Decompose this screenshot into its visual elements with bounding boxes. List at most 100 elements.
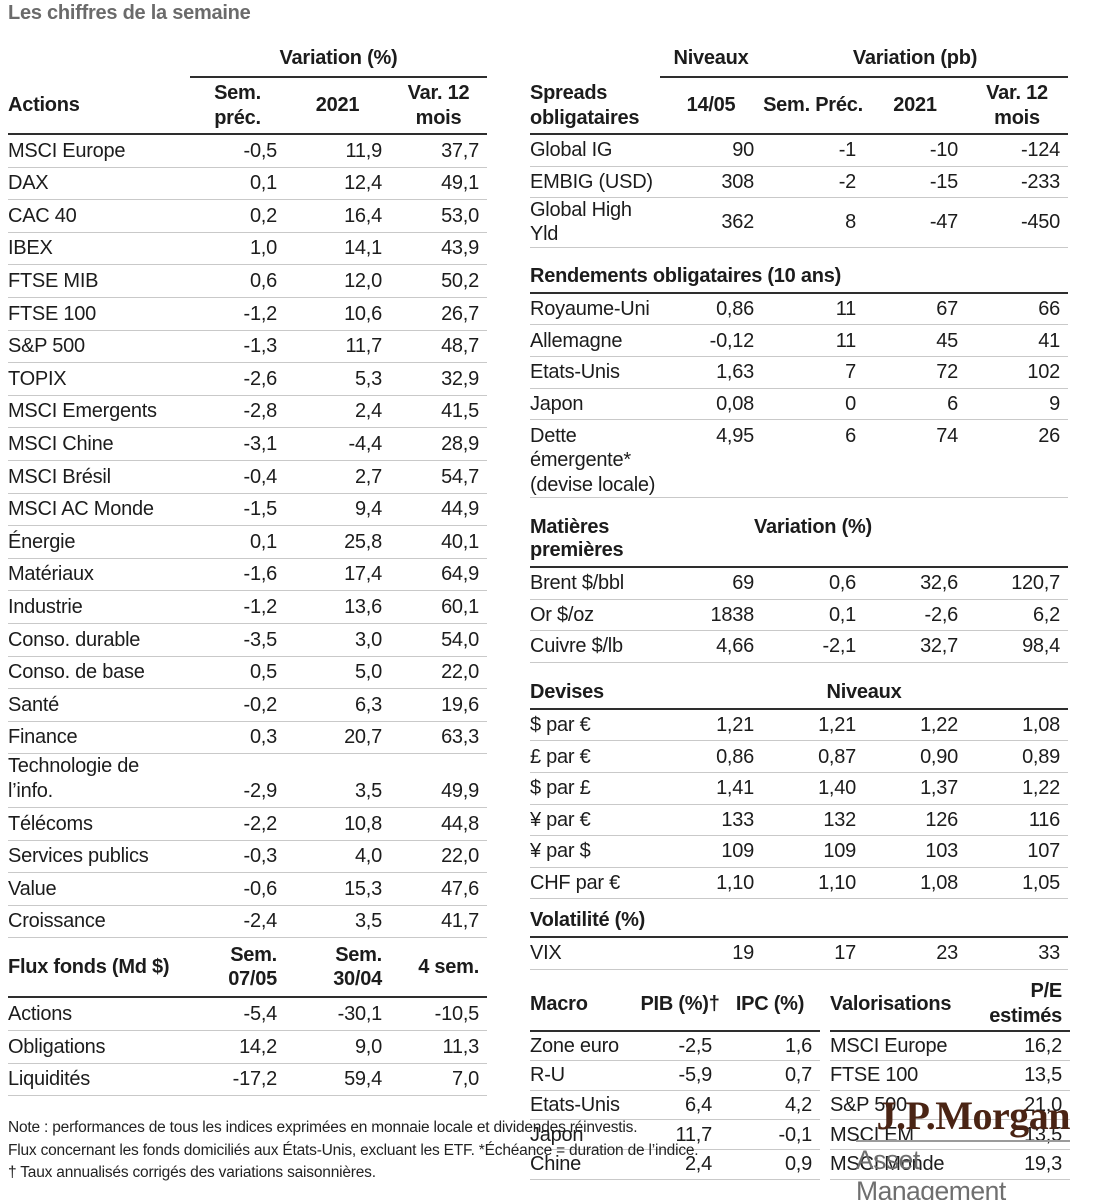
cell-value: 1,21	[716, 713, 754, 736]
spreads-header-row: Spreads obligataires 14/05 Sem. Préc. 20…	[530, 78, 1068, 135]
row-label: $ par €	[530, 713, 591, 736]
table-row: CAC 40 0,2 16,4 53,0	[8, 200, 487, 233]
table-row: Énergie 0,1 25,8 40,1	[8, 526, 487, 559]
table-row: MSCI Chine -3,1 -4,4 28,9	[8, 428, 487, 461]
table-row: Industrie -1,2 13,6 60,1	[8, 591, 487, 624]
matieres-premieres-header: Matières premières Variation (%)	[530, 514, 1068, 569]
table-row: Conso. de base 0,5 5,0 22,0	[8, 657, 487, 690]
row-label: Liquidités	[8, 1068, 91, 1091]
column-header-flux-fonds: Flux fonds (Md $)	[8, 956, 170, 979]
cell-value: 32,7	[920, 635, 958, 658]
table-row: Santé -0,2 6,3 19,6	[8, 689, 487, 722]
note-line: † Taux annualisés corrigés des variation…	[8, 1164, 376, 1181]
table-row: Royaume-Uni 0,86 11 67 66	[530, 294, 1068, 326]
row-label: CAC 40	[8, 204, 77, 227]
cell-value: -233	[1020, 170, 1060, 193]
cell-value: -124	[1020, 139, 1060, 162]
cell-value: 0,86	[716, 297, 754, 320]
cell-value: 0,90	[920, 745, 958, 768]
row-label: EMBIG (USD)	[530, 170, 653, 193]
row-label: Cuivre $/lb	[530, 635, 623, 658]
cell-value: 19	[732, 942, 754, 965]
cell-value: 5,0	[354, 661, 382, 684]
cell-value: 14,1	[344, 237, 382, 260]
cell-value: 43,9	[441, 237, 479, 260]
row-label: VIX	[530, 942, 562, 965]
cell-value: 11	[835, 297, 857, 320]
cell-value: 9	[1049, 392, 1060, 415]
table-row: Japon 0,08 0 6 9	[530, 389, 1068, 421]
cell-value: 53,0	[441, 204, 479, 227]
table-row: Obligations 14,2 9,0 11,3	[8, 1031, 487, 1064]
table-row: VIX 19 17 23 33	[530, 938, 1068, 970]
cell-value: -4,4	[348, 432, 383, 455]
column-header-1405: 14/05	[686, 94, 736, 117]
cell-value: 12,4	[344, 172, 382, 195]
cell-value: 308	[721, 170, 754, 193]
cell-value: 69	[732, 572, 754, 595]
table-row: Global IG 90 -1 -10 -124	[530, 135, 1068, 167]
group-header-spacer	[530, 44, 660, 78]
row-label: FTSE 100	[830, 1064, 919, 1087]
cell-value: -30,1	[337, 1003, 383, 1026]
cell-value: 98,4	[1022, 635, 1060, 658]
rendements-section-title: Rendements obligataires (10 ans)	[530, 263, 1068, 294]
column-header-sem-prec: Sem. préc.	[214, 82, 261, 129]
cell-value: 3,0	[354, 628, 382, 651]
row-label: MSCI Europe	[8, 139, 126, 162]
cell-value: 0,6	[828, 572, 856, 595]
cell-value: 4,0	[354, 845, 382, 868]
cell-value: 40,1	[441, 530, 479, 553]
cell-value: 1,10	[818, 871, 856, 894]
row-label: CHF par €	[530, 871, 620, 894]
table-row: S&P 500 21,0	[830, 1091, 1070, 1121]
column-header-var-12-mois: Var. 12 mois	[986, 82, 1048, 129]
spreads-group-header: Niveaux Variation (pb)	[530, 44, 1068, 78]
cell-value: -2,6	[924, 603, 959, 626]
cell-value: 1,21	[818, 713, 856, 736]
column-header-sem-0705: Sem. 07/05	[228, 944, 277, 991]
cell-value: 59,4	[344, 1068, 382, 1091]
table-row: Allemagne -0,12 11 45 41	[530, 325, 1068, 357]
cell-value: 45	[936, 329, 958, 352]
cell-value: 1,08	[1022, 713, 1060, 736]
cell-value: 103	[925, 840, 958, 863]
cell-value: 54,0	[441, 628, 479, 651]
table-row: ¥ par $ 109 109 103 107	[530, 836, 1068, 868]
cell-value: 20,7	[344, 726, 382, 749]
table-row: Cuivre $/lb 4,66 -2,1 32,7 98,4	[530, 631, 1068, 663]
matieres-variation-label: Variation (%)	[754, 516, 872, 539]
row-label: Zone euro	[530, 1034, 619, 1057]
column-header-pe-estimes: P/E estimés	[989, 980, 1062, 1027]
table-row: FTSE 100 -1,2 10,6 26,7	[8, 298, 487, 331]
cell-value: 22,0	[441, 845, 479, 868]
cell-value: 132	[823, 808, 856, 831]
cell-value: -0,4	[243, 465, 278, 488]
row-label: Dette émergente* (devise locale)	[530, 425, 656, 496]
cell-value: 16,2	[1024, 1034, 1062, 1057]
cell-value: 6,4	[684, 1093, 712, 1116]
cell-value: 11,7	[675, 1123, 713, 1146]
row-label: Services publics	[8, 845, 149, 868]
cell-value: 1,40	[818, 777, 856, 800]
row-label: Japon	[530, 392, 584, 415]
cell-value: 1,0	[249, 237, 277, 260]
cell-value: -1,5	[243, 498, 278, 521]
cell-value: 49,9	[441, 779, 479, 802]
cell-value: 362	[721, 211, 754, 234]
column-header-4-sem: 4 sem.	[418, 956, 479, 979]
table-row: R-U -5,9 0,7	[530, 1061, 820, 1091]
cell-value: 1,41	[716, 777, 754, 800]
cell-value: 22,0	[441, 661, 479, 684]
cell-value: -2,8	[243, 400, 278, 423]
table-row: Brent $/bbl 69 0,6 32,6 120,7	[530, 568, 1068, 600]
row-label: Etats-Unis	[530, 1093, 620, 1116]
row-label: Global IG	[530, 139, 613, 162]
row-label: DAX	[8, 172, 49, 195]
footer-notes: Note : performances de tous les indices …	[8, 1117, 699, 1185]
cell-value: 0,7	[784, 1064, 812, 1087]
column-header-valorisations: Valorisations	[830, 992, 952, 1015]
cell-value: 7,0	[451, 1068, 479, 1091]
cell-value: 23	[936, 942, 958, 965]
